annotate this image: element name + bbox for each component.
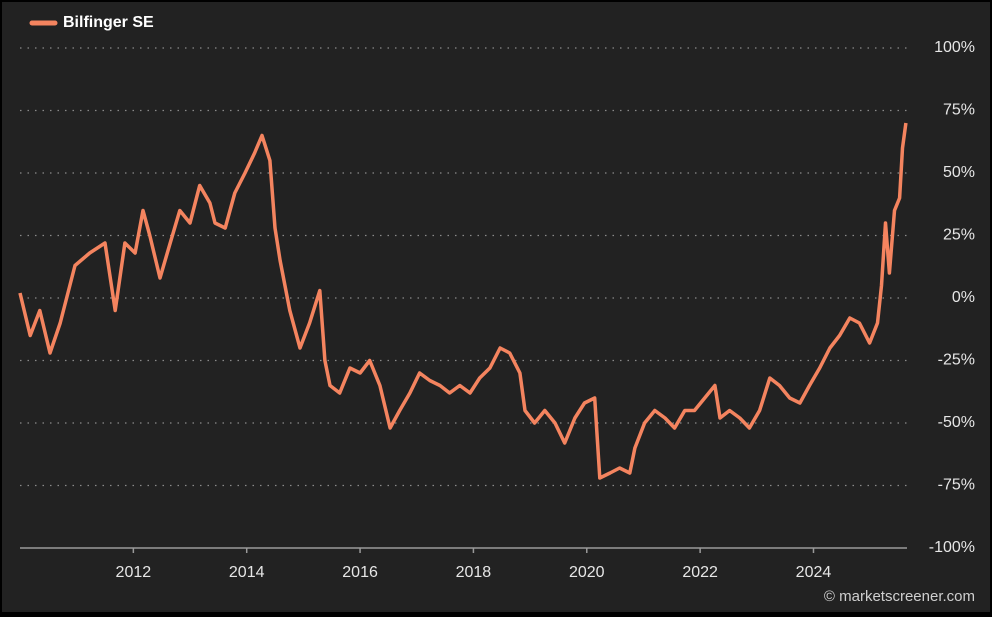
- x-tick-label: 2016: [342, 564, 378, 581]
- y-tick-label: 75%: [943, 102, 975, 119]
- x-tick-label: 2024: [796, 564, 832, 581]
- x-tick-label: 2014: [229, 564, 265, 581]
- y-tick-label: 0%: [952, 289, 975, 306]
- x-tick-label: 2018: [456, 564, 492, 581]
- y-tick-label: 100%: [934, 39, 975, 56]
- y-tick-label: -100%: [929, 539, 975, 556]
- x-tick-label: 2012: [116, 564, 152, 581]
- y-tick-label: -25%: [938, 352, 975, 369]
- y-tick-label: 25%: [943, 227, 975, 244]
- price-line: [18, 122, 908, 480]
- x-tick-label: 2022: [682, 564, 718, 581]
- y-tick-label: 50%: [943, 164, 975, 181]
- x-tick-label: 2020: [569, 564, 605, 581]
- y-tick-label: -50%: [938, 414, 975, 431]
- y-tick-label: -75%: [938, 477, 975, 494]
- source: © marketscreener.com: [824, 588, 975, 605]
- legend-label: Bilfinger SE: [63, 14, 154, 31]
